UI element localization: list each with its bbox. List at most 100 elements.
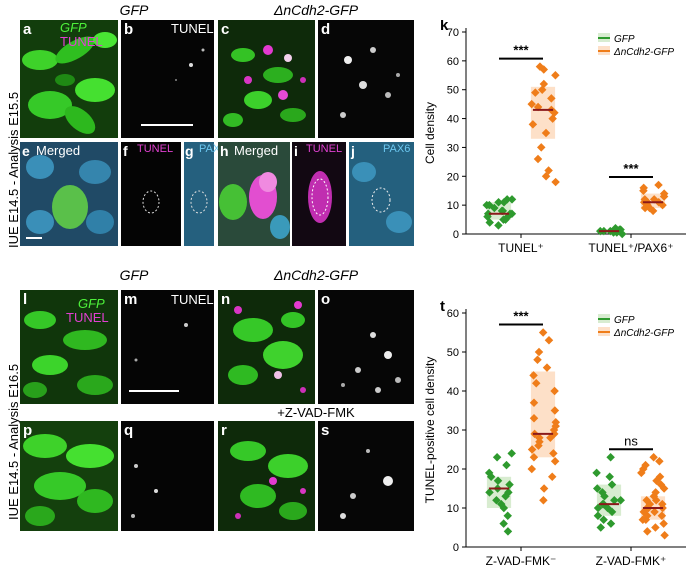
legend-label: ΔnCdh2-GFP (613, 328, 674, 339)
pax6-image (184, 142, 214, 246)
data-point (493, 476, 503, 485)
y-tick-label: 0 (453, 229, 459, 241)
y-axis-label: Cell density (423, 102, 437, 164)
significance-label: ns (624, 433, 638, 448)
channel-label-merged: Merged (36, 143, 81, 158)
channel-label-tunel: TUNEL (137, 143, 174, 155)
data-point (598, 488, 607, 497)
panel-letter: g (185, 143, 194, 159)
y-tick-label: 40 (447, 114, 459, 126)
data-point (649, 453, 658, 462)
data-point (527, 445, 537, 454)
tunel-grayscale-image (141, 48, 205, 126)
data-point (551, 71, 560, 80)
treatment-label: +Z-VAD-FMK (277, 405, 355, 420)
image-panel-j: j PAX6 (349, 142, 414, 246)
image-panel-b: b TUNEL (121, 20, 214, 138)
data-point (654, 180, 663, 190)
tunel-grayscale-image (341, 332, 401, 393)
tunel-grayscale-image (131, 464, 158, 518)
merged-fluorescence-image (218, 421, 315, 531)
data-point (527, 99, 536, 109)
data-point (605, 472, 614, 482)
data-point (529, 398, 539, 407)
significance-label: *** (513, 309, 529, 324)
image-panel-l: l GFP TUNEL (20, 290, 118, 404)
data-point (547, 472, 557, 482)
panel-letter: m (124, 291, 138, 308)
data-point (542, 363, 552, 372)
image-panel-h: h Merged (218, 142, 290, 246)
data-point (596, 523, 606, 532)
data-point (483, 209, 493, 219)
significance-label: *** (623, 161, 639, 176)
chart-k: k 0 10 20 30 40 50 60 70 Cell density TUNEL⁺ TUNEL⁺… (423, 20, 686, 255)
data-point (550, 456, 560, 466)
image-panel-s: s (318, 421, 414, 531)
panel-letter: l (23, 291, 28, 308)
panel-letter: i (294, 143, 298, 159)
data-point (642, 495, 651, 505)
data-point (531, 88, 540, 97)
data-point (643, 527, 652, 536)
channel-label-tunel: TUNEL (306, 143, 343, 155)
data-point (539, 495, 548, 505)
image-panel-q: q (121, 421, 214, 531)
image-panel-i: i TUNEL (292, 142, 346, 246)
data-point (503, 511, 512, 521)
green-fluorescence-image (20, 290, 118, 404)
data-point (494, 221, 503, 230)
legend-label: GFP (614, 34, 635, 45)
tunel-grayscale-image (340, 47, 400, 118)
y-tick-label: 60 (447, 56, 459, 68)
column-header-gfp: GFP (119, 2, 149, 18)
legend-label: ΔnCdh2-GFP (613, 47, 674, 58)
data-point (507, 449, 516, 458)
data-point (544, 166, 553, 175)
channel-label-gfp: GFP (60, 20, 87, 35)
y-tick-label: 10 (447, 200, 459, 212)
data-point (550, 386, 559, 396)
channel-label-tunel: TUNEL (66, 310, 109, 325)
panel-letter: d (321, 21, 331, 38)
y-tick-label: 0 (453, 542, 459, 554)
y-tick-label: 10 (447, 503, 459, 515)
panel-letter: j (351, 143, 355, 159)
data-point (497, 499, 506, 509)
panel-letter: a (23, 21, 32, 38)
row-label-e155: IUE E14.5 - Analysis E15.5 (6, 91, 21, 248)
data-point (502, 460, 511, 470)
panel-letter: q (124, 422, 134, 439)
data-point (607, 480, 617, 489)
data-point (599, 515, 608, 524)
image-panel-c: c (218, 20, 315, 138)
x-tick-label: TUNEL⁺ (498, 241, 544, 255)
data-point (533, 154, 543, 164)
data-point (549, 449, 558, 458)
column-header-dncdh2: ΔnCdh2-GFP (273, 2, 359, 18)
data-point (528, 120, 538, 129)
data-point (492, 453, 502, 462)
y-tick-label: 30 (447, 142, 459, 154)
merged-fluorescence-image (218, 290, 315, 404)
data-point (502, 195, 512, 204)
data-point (650, 507, 659, 517)
column-header-gfp: GFP (119, 267, 149, 283)
panel-letter: s (321, 422, 330, 439)
row-label-e165: IUE E14.5 - Analysis E16.5 (6, 363, 21, 520)
data-point (651, 488, 660, 497)
panel-letter: h (220, 143, 229, 159)
panel-letter: b (124, 21, 134, 38)
merged-image (218, 142, 290, 246)
data-point (505, 480, 514, 489)
significance-label: *** (513, 43, 529, 58)
data-point (550, 406, 560, 415)
data-point (527, 464, 537, 474)
channel-label-gfp: GFP (78, 296, 105, 311)
data-point (485, 488, 494, 497)
data-point (593, 511, 603, 521)
merged-fluorescence-image (218, 20, 315, 138)
data-point (551, 177, 560, 187)
data-point (659, 519, 668, 528)
data-point (551, 417, 561, 427)
